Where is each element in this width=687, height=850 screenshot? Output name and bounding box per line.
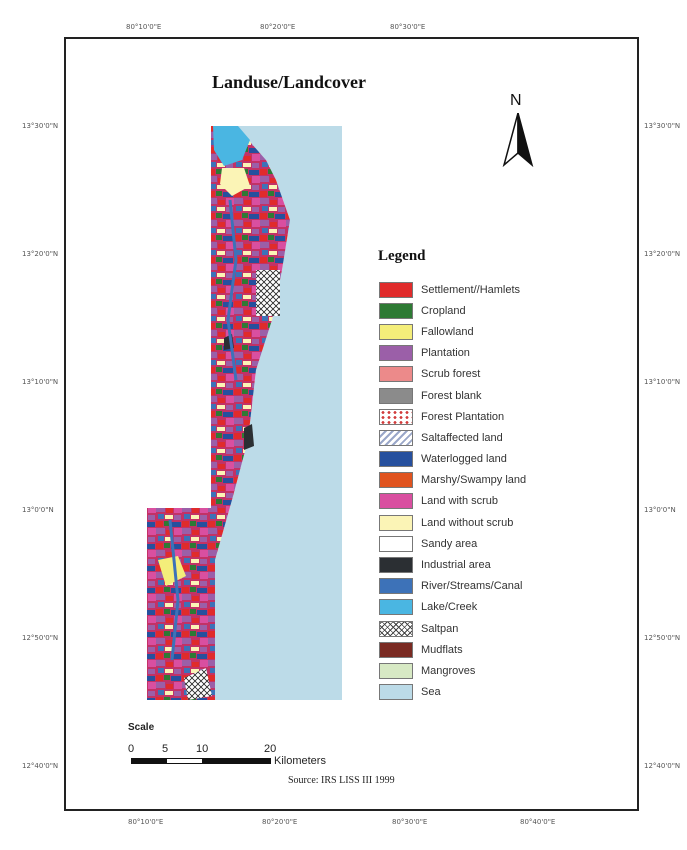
legend-item: Land without scrub	[379, 512, 579, 533]
legend-item: Marshy/Swampy land	[379, 470, 579, 491]
legend-item: Sea	[379, 682, 579, 703]
legend-label: Settlement//Hamlets	[421, 283, 521, 296]
top-lon-tick-1: 80°10'0"E	[126, 23, 162, 31]
legend-label: Forest Plantation	[421, 410, 505, 423]
legend-item: Waterlogged land	[379, 449, 579, 470]
left-lat-tick-3: 13°10'0"N	[22, 378, 59, 386]
legend-swatch	[379, 408, 413, 425]
left-lat-tick-4: 13°0'0"N	[22, 506, 54, 514]
legend-label: Fallowland	[421, 325, 474, 338]
legend-swatch	[379, 493, 413, 510]
legend-item: Lake/Creek	[379, 597, 579, 618]
legend-label: Saltaffected land	[421, 431, 503, 444]
legend-label: Marshy/Swampy land	[421, 474, 527, 487]
legend-item: Forest Plantation	[379, 406, 579, 427]
legend-item: Mudflats	[379, 639, 579, 660]
legend: Settlement//Hamlets Cropland Fallowland Pla…	[379, 279, 579, 703]
scale-segment	[167, 759, 202, 763]
right-lat-tick-1: 13°30'0"N	[644, 122, 681, 130]
bottom-lon-tick-2: 80°20'0"E	[262, 818, 298, 826]
scale-title: Scale	[128, 722, 155, 733]
bottom-lon-tick-4: 80°40'0"E	[520, 818, 556, 826]
legend-swatch	[379, 387, 413, 404]
top-lon-tick-2: 80°20'0"E	[260, 23, 296, 31]
bottom-lon-tick-1: 80°10'0"E	[128, 818, 164, 826]
legend-swatch	[379, 345, 413, 362]
legend-item: Settlement//Hamlets	[379, 279, 579, 300]
legend-swatch	[379, 620, 413, 637]
legend-item: Saltpan	[379, 618, 579, 639]
legend-swatch	[379, 366, 413, 383]
legend-swatch	[379, 472, 413, 489]
legend-label: Industrial area	[421, 559, 491, 572]
legend-swatch	[379, 578, 413, 595]
legend-item: River/Streams/Canal	[379, 576, 579, 597]
legend-swatch	[379, 429, 413, 446]
legend-item: Plantation	[379, 343, 579, 364]
legend-title: Legend	[378, 248, 426, 264]
legend-item: Sandy area	[379, 533, 579, 554]
legend-swatch	[379, 514, 413, 531]
legend-swatch	[379, 557, 413, 574]
legend-swatch	[379, 323, 413, 340]
legend-item: Fallowland	[379, 321, 579, 342]
legend-label: Sea	[421, 686, 441, 699]
legend-swatch	[379, 599, 413, 616]
legend-label: Lake/Creek	[421, 601, 478, 614]
right-lat-tick-3: 13°10'0"N	[644, 378, 681, 386]
legend-label: Waterlogged land	[421, 453, 507, 466]
top-lon-tick-3: 80°30'0"E	[390, 23, 426, 31]
legend-item: Cropland	[379, 300, 579, 321]
scale-tick-20: 20	[264, 743, 277, 755]
left-lat-tick-5: 12°50'0"N	[22, 634, 59, 642]
scale-segment	[132, 759, 167, 763]
legend-label: Cropland	[421, 304, 466, 317]
scale-tick-5: 5	[162, 743, 169, 755]
legend-label: Sandy area	[421, 537, 478, 550]
legend-item: Scrub forest	[379, 364, 579, 385]
legend-swatch	[379, 302, 413, 319]
legend-swatch	[379, 684, 413, 701]
legend-label: Mudflats	[421, 643, 463, 656]
legend-label: Scrub forest	[421, 368, 481, 381]
source-note: Source: IRS LISS III 1999	[288, 775, 395, 786]
right-lat-tick-6: 12°40'0"N	[644, 762, 681, 770]
legend-swatch	[379, 535, 413, 552]
bottom-lon-tick-3: 80°30'0"E	[392, 818, 428, 826]
left-lat-tick-2: 13°20'0"N	[22, 250, 59, 258]
scale-segment	[202, 759, 270, 763]
legend-label: Saltpan	[421, 622, 459, 635]
legend-swatch	[379, 641, 413, 658]
right-lat-tick-4: 13°0'0"N	[644, 506, 676, 514]
scale-bar	[131, 758, 271, 764]
legend-label: River/Streams/Canal	[421, 580, 523, 593]
scale-tick-0: 0	[128, 743, 135, 755]
legend-item: Saltaffected land	[379, 427, 579, 448]
left-lat-tick-1: 13°30'0"N	[22, 122, 59, 130]
legend-label: Land without scrub	[421, 516, 514, 529]
north-label: N	[510, 92, 522, 109]
legend-item: Forest blank	[379, 385, 579, 406]
legend-item: Industrial area	[379, 554, 579, 575]
right-lat-tick-5: 12°50'0"N	[644, 634, 681, 642]
north-arrow-icon	[502, 113, 534, 167]
legend-label: Mangroves	[421, 664, 476, 677]
legend-swatch	[379, 451, 413, 468]
legend-swatch	[379, 662, 413, 679]
right-lat-tick-2: 13°20'0"N	[644, 250, 681, 258]
legend-label: Forest blank	[421, 389, 482, 402]
legend-swatch	[379, 281, 413, 298]
legend-label: Land with scrub	[421, 495, 499, 508]
legend-item: Mangroves	[379, 660, 579, 681]
left-lat-tick-6: 12°40'0"N	[22, 762, 59, 770]
scale-unit: Kilometers	[274, 755, 326, 767]
legend-item: Land with scrub	[379, 491, 579, 512]
legend-label: Plantation	[421, 347, 470, 360]
scale-tick-10: 10	[196, 743, 209, 755]
map-title: Landuse/Landcover	[212, 72, 367, 92]
